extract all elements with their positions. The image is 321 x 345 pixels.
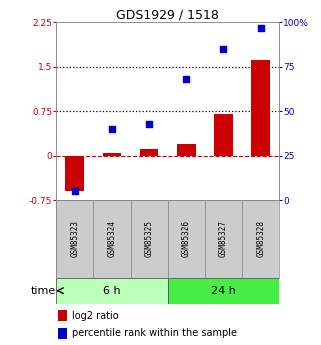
Text: GSM85323: GSM85323 bbox=[70, 220, 79, 257]
Point bbox=[72, 188, 77, 194]
Bar bbox=[140, 149, 159, 156]
Bar bbox=[93, 200, 131, 278]
Point bbox=[109, 126, 115, 132]
Text: 6 h: 6 h bbox=[103, 286, 121, 296]
Bar bbox=[177, 144, 195, 156]
Point bbox=[184, 77, 189, 82]
Bar bbox=[58, 328, 67, 339]
Text: GSM85327: GSM85327 bbox=[219, 220, 228, 257]
Bar bbox=[58, 310, 67, 322]
Text: 24 h: 24 h bbox=[211, 286, 236, 296]
Bar bbox=[131, 200, 168, 278]
Bar bbox=[168, 200, 205, 278]
Title: GDS1929 / 1518: GDS1929 / 1518 bbox=[116, 8, 219, 21]
Bar bbox=[56, 278, 168, 304]
Text: GSM85326: GSM85326 bbox=[182, 220, 191, 257]
Bar bbox=[205, 200, 242, 278]
Text: GSM85324: GSM85324 bbox=[108, 220, 117, 257]
Bar bbox=[242, 200, 279, 278]
Bar bbox=[251, 60, 270, 156]
Point bbox=[221, 46, 226, 52]
Text: time: time bbox=[31, 286, 56, 296]
Text: log2 ratio: log2 ratio bbox=[72, 310, 118, 321]
Bar bbox=[214, 114, 233, 156]
Bar bbox=[56, 200, 93, 278]
Text: percentile rank within the sample: percentile rank within the sample bbox=[72, 328, 237, 338]
Point bbox=[147, 121, 152, 127]
Text: GSM85328: GSM85328 bbox=[256, 220, 265, 257]
Point bbox=[258, 25, 263, 30]
Text: GSM85325: GSM85325 bbox=[145, 220, 154, 257]
Bar bbox=[168, 278, 279, 304]
Bar bbox=[65, 156, 84, 191]
Bar bbox=[103, 153, 121, 156]
